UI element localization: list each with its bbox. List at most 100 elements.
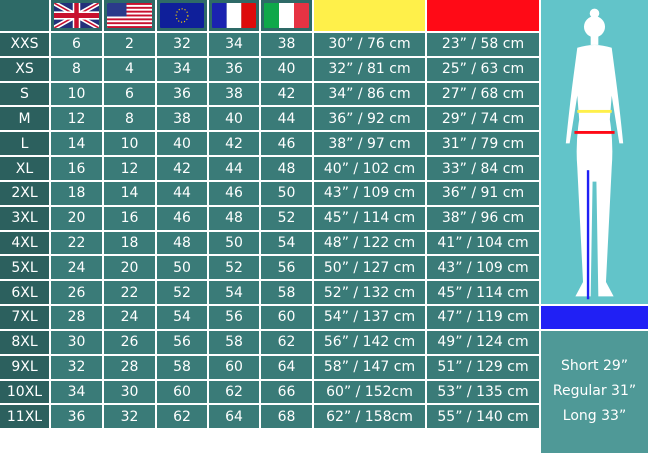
table-cell: 36 bbox=[209, 57, 259, 81]
table-cell: 44 bbox=[261, 107, 312, 131]
table-cell: 64 bbox=[209, 405, 259, 429]
table-cell: 18 bbox=[104, 231, 155, 255]
table-cell: 60 bbox=[261, 306, 312, 329]
table-cell: 62” / 158cm bbox=[314, 405, 425, 429]
hip-line bbox=[574, 130, 615, 134]
table-cell: 52” / 132 cm bbox=[314, 281, 425, 305]
waist-color-header bbox=[314, 0, 425, 31]
table-cell: 14 bbox=[51, 132, 102, 156]
table-cell: 58 bbox=[209, 330, 259, 354]
size-label: XS bbox=[0, 57, 49, 81]
table-cell: 52 bbox=[209, 256, 259, 280]
inseam-short: Short 29” bbox=[560, 358, 629, 375]
table-cell: 48 bbox=[157, 231, 207, 255]
table-cell: 30 bbox=[51, 330, 102, 354]
table-cell: 30” / 76 cm bbox=[314, 33, 425, 56]
table-cell: 12 bbox=[51, 107, 102, 131]
table-cell: 45” / 114 cm bbox=[427, 281, 539, 305]
table-cell: 38” / 97 cm bbox=[314, 132, 425, 156]
table-cell: 22 bbox=[104, 281, 155, 305]
table-cell: 45” / 114 cm bbox=[314, 206, 425, 230]
table-cell: 32 bbox=[104, 405, 155, 429]
hip-color-header bbox=[427, 0, 539, 31]
table-cell: 54 bbox=[157, 306, 207, 329]
table-cell: 60” / 152cm bbox=[314, 380, 425, 404]
size-label: 8XL bbox=[0, 330, 49, 354]
table-cell: 23” / 58 cm bbox=[427, 33, 539, 56]
table-cell: 24 bbox=[51, 256, 102, 280]
table-cell: 24 bbox=[104, 306, 155, 329]
table-cell: 30 bbox=[104, 380, 155, 404]
table-cell: 56” / 142 cm bbox=[314, 330, 425, 354]
table-cell: 41” / 104 cm bbox=[427, 231, 539, 255]
table-cell: 34” / 86 cm bbox=[314, 82, 425, 106]
table-cell: 66 bbox=[261, 380, 312, 404]
table-cell: 62 bbox=[261, 330, 312, 354]
table-cell: 56 bbox=[261, 256, 312, 280]
size-label: 4XL bbox=[0, 231, 49, 255]
size-label: 5XL bbox=[0, 256, 49, 280]
table-cell: 54 bbox=[261, 231, 312, 255]
size-label: 11XL bbox=[0, 405, 49, 429]
table-cell: 64 bbox=[261, 355, 312, 379]
table-cell: 48 bbox=[261, 157, 312, 180]
table-cell: 60 bbox=[157, 380, 207, 404]
table-cell: 32 bbox=[157, 33, 207, 56]
table-cell: 48” / 122 cm bbox=[314, 231, 425, 255]
size-label: 7XL bbox=[0, 306, 49, 329]
body-measurement-figure bbox=[541, 0, 648, 305]
inseam-long: Long 33” bbox=[562, 408, 627, 425]
uk-flag-icon bbox=[51, 0, 102, 31]
table-cell: 42 bbox=[209, 132, 259, 156]
table-cell: 28 bbox=[104, 355, 155, 379]
italy-flag-icon bbox=[261, 0, 312, 31]
table-cell: 16 bbox=[104, 206, 155, 230]
table-cell: 10 bbox=[104, 132, 155, 156]
table-cell: 46 bbox=[157, 206, 207, 230]
table-cell: 27” / 68 cm bbox=[427, 82, 539, 106]
table-cell: 58” / 147 cm bbox=[314, 355, 425, 379]
table-cell: 32” / 81 cm bbox=[314, 57, 425, 81]
table-cell: 44 bbox=[209, 157, 259, 180]
table-cell: 38 bbox=[261, 33, 312, 56]
table-cell: 50 bbox=[209, 231, 259, 255]
table-cell: 28 bbox=[51, 306, 102, 329]
table-cell: 54” / 137 cm bbox=[314, 306, 425, 329]
table-cell: 20 bbox=[51, 206, 102, 230]
table-cell: 50 bbox=[261, 181, 312, 205]
table-cell: 29” / 74 cm bbox=[427, 107, 539, 131]
table-cell: 46 bbox=[209, 181, 259, 205]
header-corner bbox=[0, 0, 49, 31]
france-flag-icon bbox=[209, 0, 259, 31]
table-cell: 52 bbox=[157, 281, 207, 305]
table-cell: 50” / 127 cm bbox=[314, 256, 425, 280]
table-cell: 38 bbox=[209, 82, 259, 106]
inseam-color-bar bbox=[541, 306, 648, 329]
inseam-line bbox=[586, 170, 590, 300]
table-cell: 51” / 129 cm bbox=[427, 355, 539, 379]
table-cell: 62 bbox=[157, 405, 207, 429]
table-cell: 42 bbox=[261, 82, 312, 106]
size-label: XL bbox=[0, 157, 49, 180]
table-cell: 56 bbox=[209, 306, 259, 329]
size-label: S bbox=[0, 82, 49, 106]
table-cell: 44 bbox=[157, 181, 207, 205]
table-cell: 40 bbox=[261, 57, 312, 81]
table-cell: 6 bbox=[51, 33, 102, 56]
table-cell: 46 bbox=[261, 132, 312, 156]
table-cell: 60 bbox=[209, 355, 259, 379]
table-cell: 42 bbox=[157, 157, 207, 180]
size-label: 2XL bbox=[0, 181, 49, 205]
size-label: XXS bbox=[0, 33, 49, 56]
table-cell: 2 bbox=[104, 33, 155, 56]
table-cell: 40” / 102 cm bbox=[314, 157, 425, 180]
table-cell: 54 bbox=[209, 281, 259, 305]
table-cell: 52 bbox=[261, 206, 312, 230]
table-cell: 47” / 119 cm bbox=[427, 306, 539, 329]
table-cell: 68 bbox=[261, 405, 312, 429]
table-cell: 16 bbox=[51, 157, 102, 180]
table-cell: 55” / 140 cm bbox=[427, 405, 539, 429]
size-label: 10XL bbox=[0, 380, 49, 404]
table-cell: 22 bbox=[51, 231, 102, 255]
